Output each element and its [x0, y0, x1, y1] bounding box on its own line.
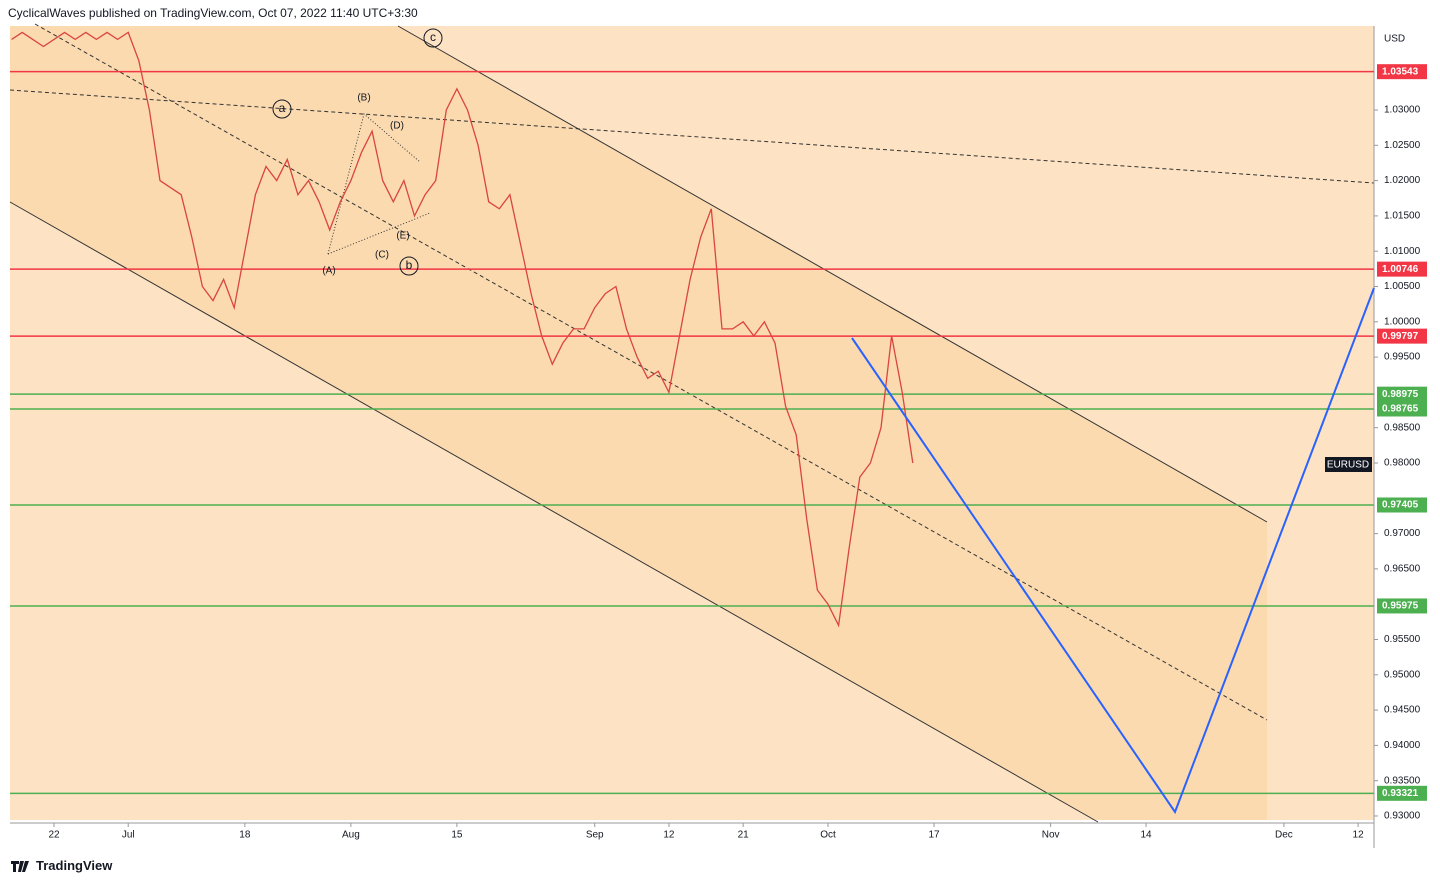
x-tick-label: 17 [928, 830, 940, 841]
x-tick-label: Nov [1042, 830, 1060, 841]
currency-label: USD [1384, 34, 1405, 45]
level-label: 0.98765 [1382, 404, 1419, 415]
price-line [11, 31, 914, 628]
x-tick-label: 15 [451, 830, 463, 841]
symbol-tag [1325, 457, 1372, 472]
level-label: 0.95975 [1382, 601, 1419, 612]
level-tag [1377, 328, 1427, 344]
level-tag [1377, 598, 1427, 614]
y-tick-label: 0.93000 [1384, 811, 1421, 822]
channel-mid [34, 23, 1268, 721]
y-tick-label: 0.99500 [1384, 352, 1421, 363]
x-tick-label: 12 [663, 830, 675, 841]
y-tick-label: 0.94000 [1384, 740, 1421, 751]
publisher-header: CyclicalWaves published on TradingView.c… [8, 6, 418, 20]
x-tick-label: Sep [586, 830, 604, 841]
wave-label: a [279, 101, 286, 115]
level-tag [1377, 401, 1427, 417]
plot-background [10, 26, 1374, 820]
level-tag [1377, 497, 1427, 513]
wave-circle [272, 99, 292, 119]
wave-circle [399, 256, 419, 276]
level-tag [1377, 785, 1427, 801]
y-tick-label: 1.01500 [1384, 211, 1421, 222]
x-tick-label: Oct [820, 830, 836, 841]
wave-label: (C) [375, 250, 389, 261]
y-tick-label: 0.98500 [1384, 422, 1421, 433]
wave-label: b [406, 258, 413, 272]
y-tick-label: 0.98000 [1384, 458, 1421, 469]
y-tick-label: 0.94500 [1384, 705, 1421, 716]
projection-path [851, 287, 1375, 815]
x-tick-label: 22 [48, 830, 60, 841]
footer: TradingView [10, 858, 112, 873]
y-tick-label: 1.02500 [1384, 140, 1421, 151]
level-label: 0.97405 [1382, 500, 1419, 511]
level-tag [1377, 64, 1427, 80]
level-label: 0.99797 [1382, 331, 1419, 342]
trend-line [9, 89, 1375, 184]
y-tick-label: 0.95000 [1384, 669, 1421, 680]
y-tick-label: 0.93500 [1384, 775, 1421, 786]
y-tick-label: 0.95500 [1384, 634, 1421, 645]
x-tick-label: 21 [738, 830, 750, 841]
x-tick-label: 12 [1353, 830, 1365, 841]
wave-label: (B) [357, 93, 370, 104]
wave-circle [423, 28, 443, 48]
y-tick-label: 1.01000 [1384, 246, 1421, 257]
y-tick-label: 0.96500 [1384, 564, 1421, 575]
wave-label: (E) [396, 231, 409, 242]
triangle [327, 212, 431, 255]
logo [11, 860, 29, 872]
x-tick-label: Aug [342, 830, 360, 841]
y-tick-label: 1.02000 [1384, 175, 1421, 186]
level-label: 1.00746 [1382, 264, 1419, 275]
x-tick-label: 14 [1140, 830, 1152, 841]
wave-label: (D) [390, 121, 404, 132]
y-tick-label: 1.00500 [1384, 281, 1421, 292]
x-tick-label: 18 [239, 830, 251, 841]
wave-label: (A) [322, 266, 335, 277]
level-label: 1.03543 [1382, 66, 1419, 77]
x-tick-label: Jul [122, 830, 135, 841]
channel-lower [9, 201, 1099, 823]
triangle [327, 113, 421, 255]
level-label: 0.93321 [1382, 788, 1419, 799]
channel-fill [10, 26, 1267, 820]
y-tick-label: 1.03000 [1384, 105, 1421, 116]
brand: TradingView [36, 858, 113, 873]
x-tick-label: Dec [1275, 830, 1293, 841]
wave-label: c [430, 30, 436, 44]
level-label: 0.98975 [1382, 389, 1419, 400]
level-tag [1377, 386, 1427, 402]
level-tag [1377, 261, 1427, 277]
y-tick-label: 0.97000 [1384, 528, 1421, 539]
y-tick-label: 1.00000 [1384, 316, 1421, 327]
channel-upper [397, 25, 1268, 523]
symbol-label: EURUSD [1327, 460, 1369, 471]
